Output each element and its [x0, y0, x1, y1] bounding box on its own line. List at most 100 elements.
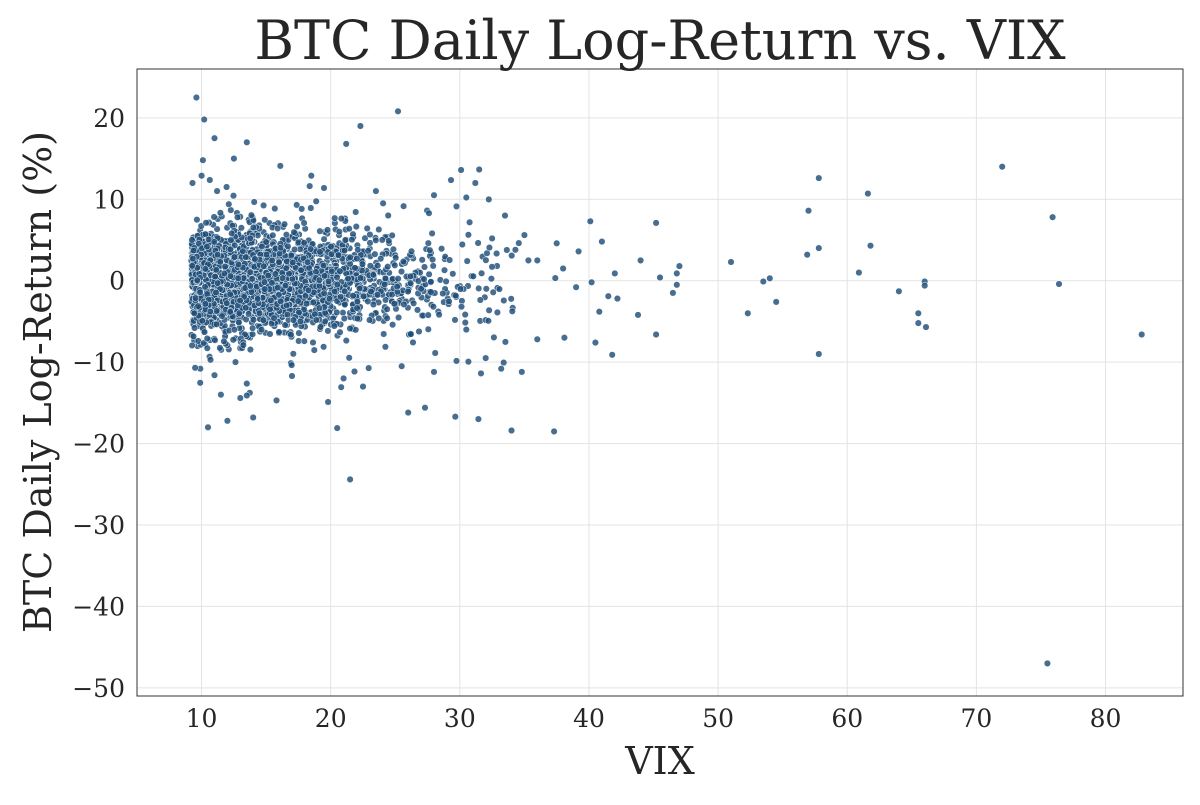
data-point: [321, 317, 329, 325]
data-point: [372, 236, 380, 244]
data-point: [191, 294, 200, 302]
data-point: [413, 306, 422, 314]
data-point: [410, 299, 418, 307]
data-point: [445, 297, 453, 305]
data-point: [440, 266, 449, 274]
data-point: [345, 354, 353, 362]
data-point: [307, 204, 315, 212]
data-point: [598, 238, 606, 246]
data-point: [458, 240, 466, 249]
data-point: [389, 321, 397, 329]
data-point: [337, 383, 345, 391]
data-point: [461, 319, 469, 327]
data-point: [325, 277, 333, 285]
data-point: [282, 264, 290, 272]
data-point: [298, 205, 306, 213]
data-point: [327, 250, 335, 258]
data-point: [245, 310, 253, 318]
data-point: [383, 305, 391, 313]
data-point: [503, 246, 511, 254]
chart-title: BTC Daily Log-Return vs. VIX: [254, 9, 1066, 72]
data-point: [274, 224, 282, 232]
data-point: [193, 216, 201, 224]
data-point: [211, 336, 219, 344]
data-point: [500, 296, 508, 305]
data-point: [360, 292, 368, 300]
data-point: [449, 270, 457, 278]
data-points: [187, 93, 1146, 667]
y-tick-label: 10: [93, 185, 125, 214]
data-point: [277, 297, 285, 305]
data-point: [353, 298, 361, 306]
data-point: [243, 391, 251, 400]
data-point: [466, 218, 474, 226]
data-point: [384, 211, 392, 220]
data-point: [366, 316, 374, 324]
data-point: [295, 308, 303, 317]
data-point: [206, 356, 215, 364]
data-point: [237, 224, 245, 232]
data-point: [426, 246, 434, 254]
data-point: [307, 172, 315, 180]
data-point: [268, 279, 276, 287]
data-point: [229, 192, 238, 200]
data-point: [271, 205, 279, 213]
data-point: [365, 364, 373, 372]
data-point: [407, 279, 415, 287]
x-tick-label: 60: [831, 704, 863, 733]
data-point: [520, 231, 528, 239]
data-point: [803, 251, 811, 259]
data-point: [424, 239, 432, 247]
data-point: [204, 423, 212, 431]
data-point: [236, 394, 244, 402]
data-point: [295, 329, 303, 337]
data-point: [212, 266, 220, 274]
data-point: [275, 258, 283, 266]
data-point: [456, 285, 465, 293]
data-point: [361, 234, 369, 242]
data-point: [233, 213, 242, 221]
data-point: [281, 321, 289, 329]
data-point: [203, 334, 211, 343]
data-point: [409, 338, 417, 346]
data-point: [289, 316, 298, 324]
data-point: [474, 415, 482, 423]
data-point: [218, 312, 226, 320]
data-point: [463, 257, 471, 265]
data-point: [275, 291, 283, 299]
data-point: [230, 155, 238, 163]
data-point: [1055, 280, 1063, 288]
data-point: [425, 270, 433, 278]
data-point: [488, 263, 496, 271]
data-point: [420, 263, 429, 271]
data-point: [352, 223, 360, 231]
data-point: [339, 309, 347, 317]
data-point: [407, 330, 415, 338]
data-point: [312, 197, 320, 205]
data-point: [447, 176, 455, 184]
data-point: [335, 228, 343, 236]
data-point: [300, 337, 308, 345]
data-point: [289, 258, 297, 267]
data-point: [378, 236, 386, 244]
data-point: [388, 231, 396, 239]
data-point: [227, 206, 235, 214]
data-point: [438, 245, 446, 253]
data-point: [400, 202, 408, 210]
data-point: [230, 326, 238, 334]
data-point: [353, 255, 361, 263]
data-point: [213, 307, 221, 315]
data-point: [226, 290, 234, 298]
data-point: [346, 475, 354, 483]
data-point: [271, 270, 279, 278]
data-point: [320, 343, 328, 351]
data-point: [191, 364, 199, 372]
data-point: [475, 165, 483, 174]
data-point: [421, 404, 429, 412]
data-point: [214, 279, 222, 287]
data-point: [225, 200, 233, 208]
data-point: [331, 214, 339, 222]
data-point: [203, 243, 211, 251]
data-point: [452, 292, 460, 300]
data-point: [250, 316, 258, 324]
